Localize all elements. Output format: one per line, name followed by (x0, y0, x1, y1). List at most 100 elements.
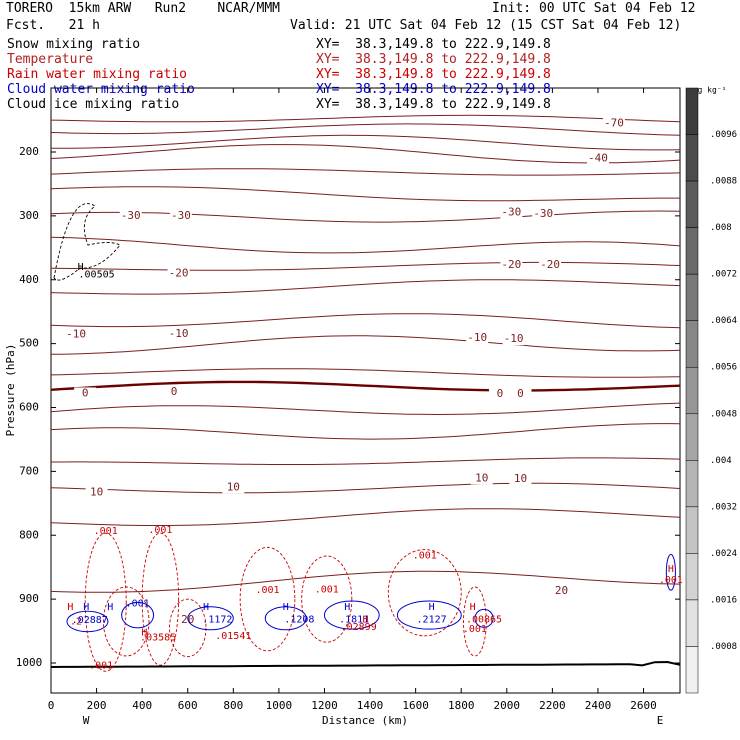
isotherm-line (50, 210, 681, 223)
x-tick-label: 1000 (266, 699, 293, 712)
isotherm-label: -10 (504, 332, 524, 345)
model-title: TORERO 15km ARW Run2 NCAR/MMM (6, 1, 280, 16)
isotherm-label: 0 (517, 387, 524, 400)
x-tick-label: 400 (132, 699, 152, 712)
isotherm-line (50, 114, 681, 123)
isotherm-line (50, 168, 681, 176)
cloud-water-contour (187, 606, 234, 631)
cloud-water-label: .1208 (284, 615, 314, 626)
colorbar-tick-label: .0096 (710, 130, 737, 140)
isotherm-label-bg (502, 333, 525, 346)
y-axis-title: Pressure (hPa) (4, 344, 17, 437)
colorbar-segment (685, 599, 699, 647)
y-tick-label: 600 (19, 401, 39, 414)
y-tick-label: 300 (19, 209, 39, 222)
isotherm-line (51, 335, 681, 355)
colorbar-segment (685, 180, 699, 228)
isotherm-label: 0 (171, 385, 178, 398)
y-tick-label: 900 (19, 592, 39, 605)
isotherm-label: -30 (121, 209, 141, 222)
colorbar-tick-label: .008 (710, 223, 732, 233)
isotherm-label: -10 (169, 327, 189, 340)
isotherm-label-bg (65, 328, 88, 341)
isotherm-label-bg (509, 473, 532, 486)
rain-contour-label: .001 (89, 661, 113, 672)
x-tick-label: 600 (178, 699, 198, 712)
colorbar-segment (685, 366, 699, 415)
rain-mixing-contour (102, 586, 150, 657)
x-tick-label: 200 (87, 699, 107, 712)
colorbar-tick-label: .0048 (710, 409, 737, 419)
isotherm-label: 10 (227, 480, 240, 493)
colorbar-tick-label: .0088 (710, 177, 737, 187)
isotherm-line (50, 144, 681, 164)
isotherm-label-bg (500, 206, 523, 219)
cloud-water-contour (264, 606, 307, 631)
rain-contour-label: .001 (659, 575, 683, 586)
rain-maximum-label: .01541 (215, 631, 251, 642)
cloud-water-contour (66, 610, 109, 633)
x-tick-label: 1800 (448, 699, 475, 712)
isotherm-line (51, 457, 681, 465)
isotherm-line (50, 186, 680, 202)
x-tick-label: 1200 (311, 699, 338, 712)
init-time: Init: 00 UTC Sat 04 Feb 12 (492, 1, 696, 16)
legend-xy: XY= 38.3,149.8 to 222.9,149.8 (316, 52, 551, 67)
x-tick-label: 2200 (539, 699, 566, 712)
high-marker: H (141, 627, 147, 638)
colorbar-segment (685, 646, 699, 694)
y-tick-label: 800 (19, 528, 39, 541)
legend-item: Snow mixing ratio (7, 37, 141, 52)
colorbar-tick-label: .0064 (710, 316, 737, 326)
isotherm-line (50, 313, 681, 329)
rain-contour-label: .001 (94, 526, 118, 537)
x-tick-label: 0 (48, 699, 55, 712)
colorbar-tick-label: .0032 (710, 502, 737, 512)
x-tick-label: 1400 (357, 699, 384, 712)
rain-mixing-contour (239, 546, 296, 652)
isotherm-label: -40 (588, 151, 608, 164)
isotherm-label: 10 (475, 471, 488, 484)
cloud-water-label: .02887 (72, 615, 108, 626)
isotherm-label-bg (488, 388, 511, 401)
colorbar-segment (685, 87, 699, 135)
isotherm-label: -30 (171, 209, 191, 222)
high-marker: H (668, 564, 674, 575)
isotherm-label-bg (74, 387, 97, 400)
isotherm-label-bg (167, 328, 190, 341)
forecast-hour: Fcst. 21 h (6, 18, 100, 33)
x-end-label-east: E (657, 714, 664, 727)
isotherm-label-bg (500, 259, 523, 272)
isotherm-line (50, 482, 681, 494)
x-axis-title: Distance (km) (322, 714, 408, 727)
isotherm-label: 10 (514, 472, 527, 485)
rain-maximum-label: .00865 (466, 615, 502, 626)
high-marker: H (470, 602, 476, 613)
high-marker: H (107, 602, 113, 613)
isotherm-label: -70 (604, 116, 624, 129)
rain-mixing-contour (169, 598, 207, 658)
isotherm-line (50, 570, 681, 593)
high-marker: H (203, 602, 209, 613)
isotherm-line (50, 368, 681, 378)
isotherm-label: -20 (169, 266, 189, 279)
rain-mixing-contour (463, 586, 487, 657)
colorbar-segment (685, 134, 699, 182)
cloud-water-label: .001 (126, 599, 150, 610)
rain-mixing-contour (387, 549, 462, 637)
cloud-water-contour (121, 601, 155, 629)
isotherm-line (50, 261, 681, 271)
cloud-water-contour (396, 600, 462, 630)
high-marker: H (83, 602, 89, 613)
colorbar-segment (685, 273, 699, 321)
isotherm-line (50, 380, 681, 392)
legend-item: Cloud water mixing ratio (7, 82, 195, 97)
isotherm-label-bg (466, 331, 489, 344)
colorbar-tick-label: .0072 (710, 270, 737, 280)
rain-mixing-contour (301, 555, 353, 643)
rain-maximum-label: .2 (70, 616, 82, 627)
isotherm-line (50, 508, 681, 526)
colorbar-segment (685, 460, 699, 508)
legend-xy: XY= 38.3,149.8 to 222.9,149.8 (316, 37, 551, 52)
colorbar-segment (685, 227, 699, 275)
